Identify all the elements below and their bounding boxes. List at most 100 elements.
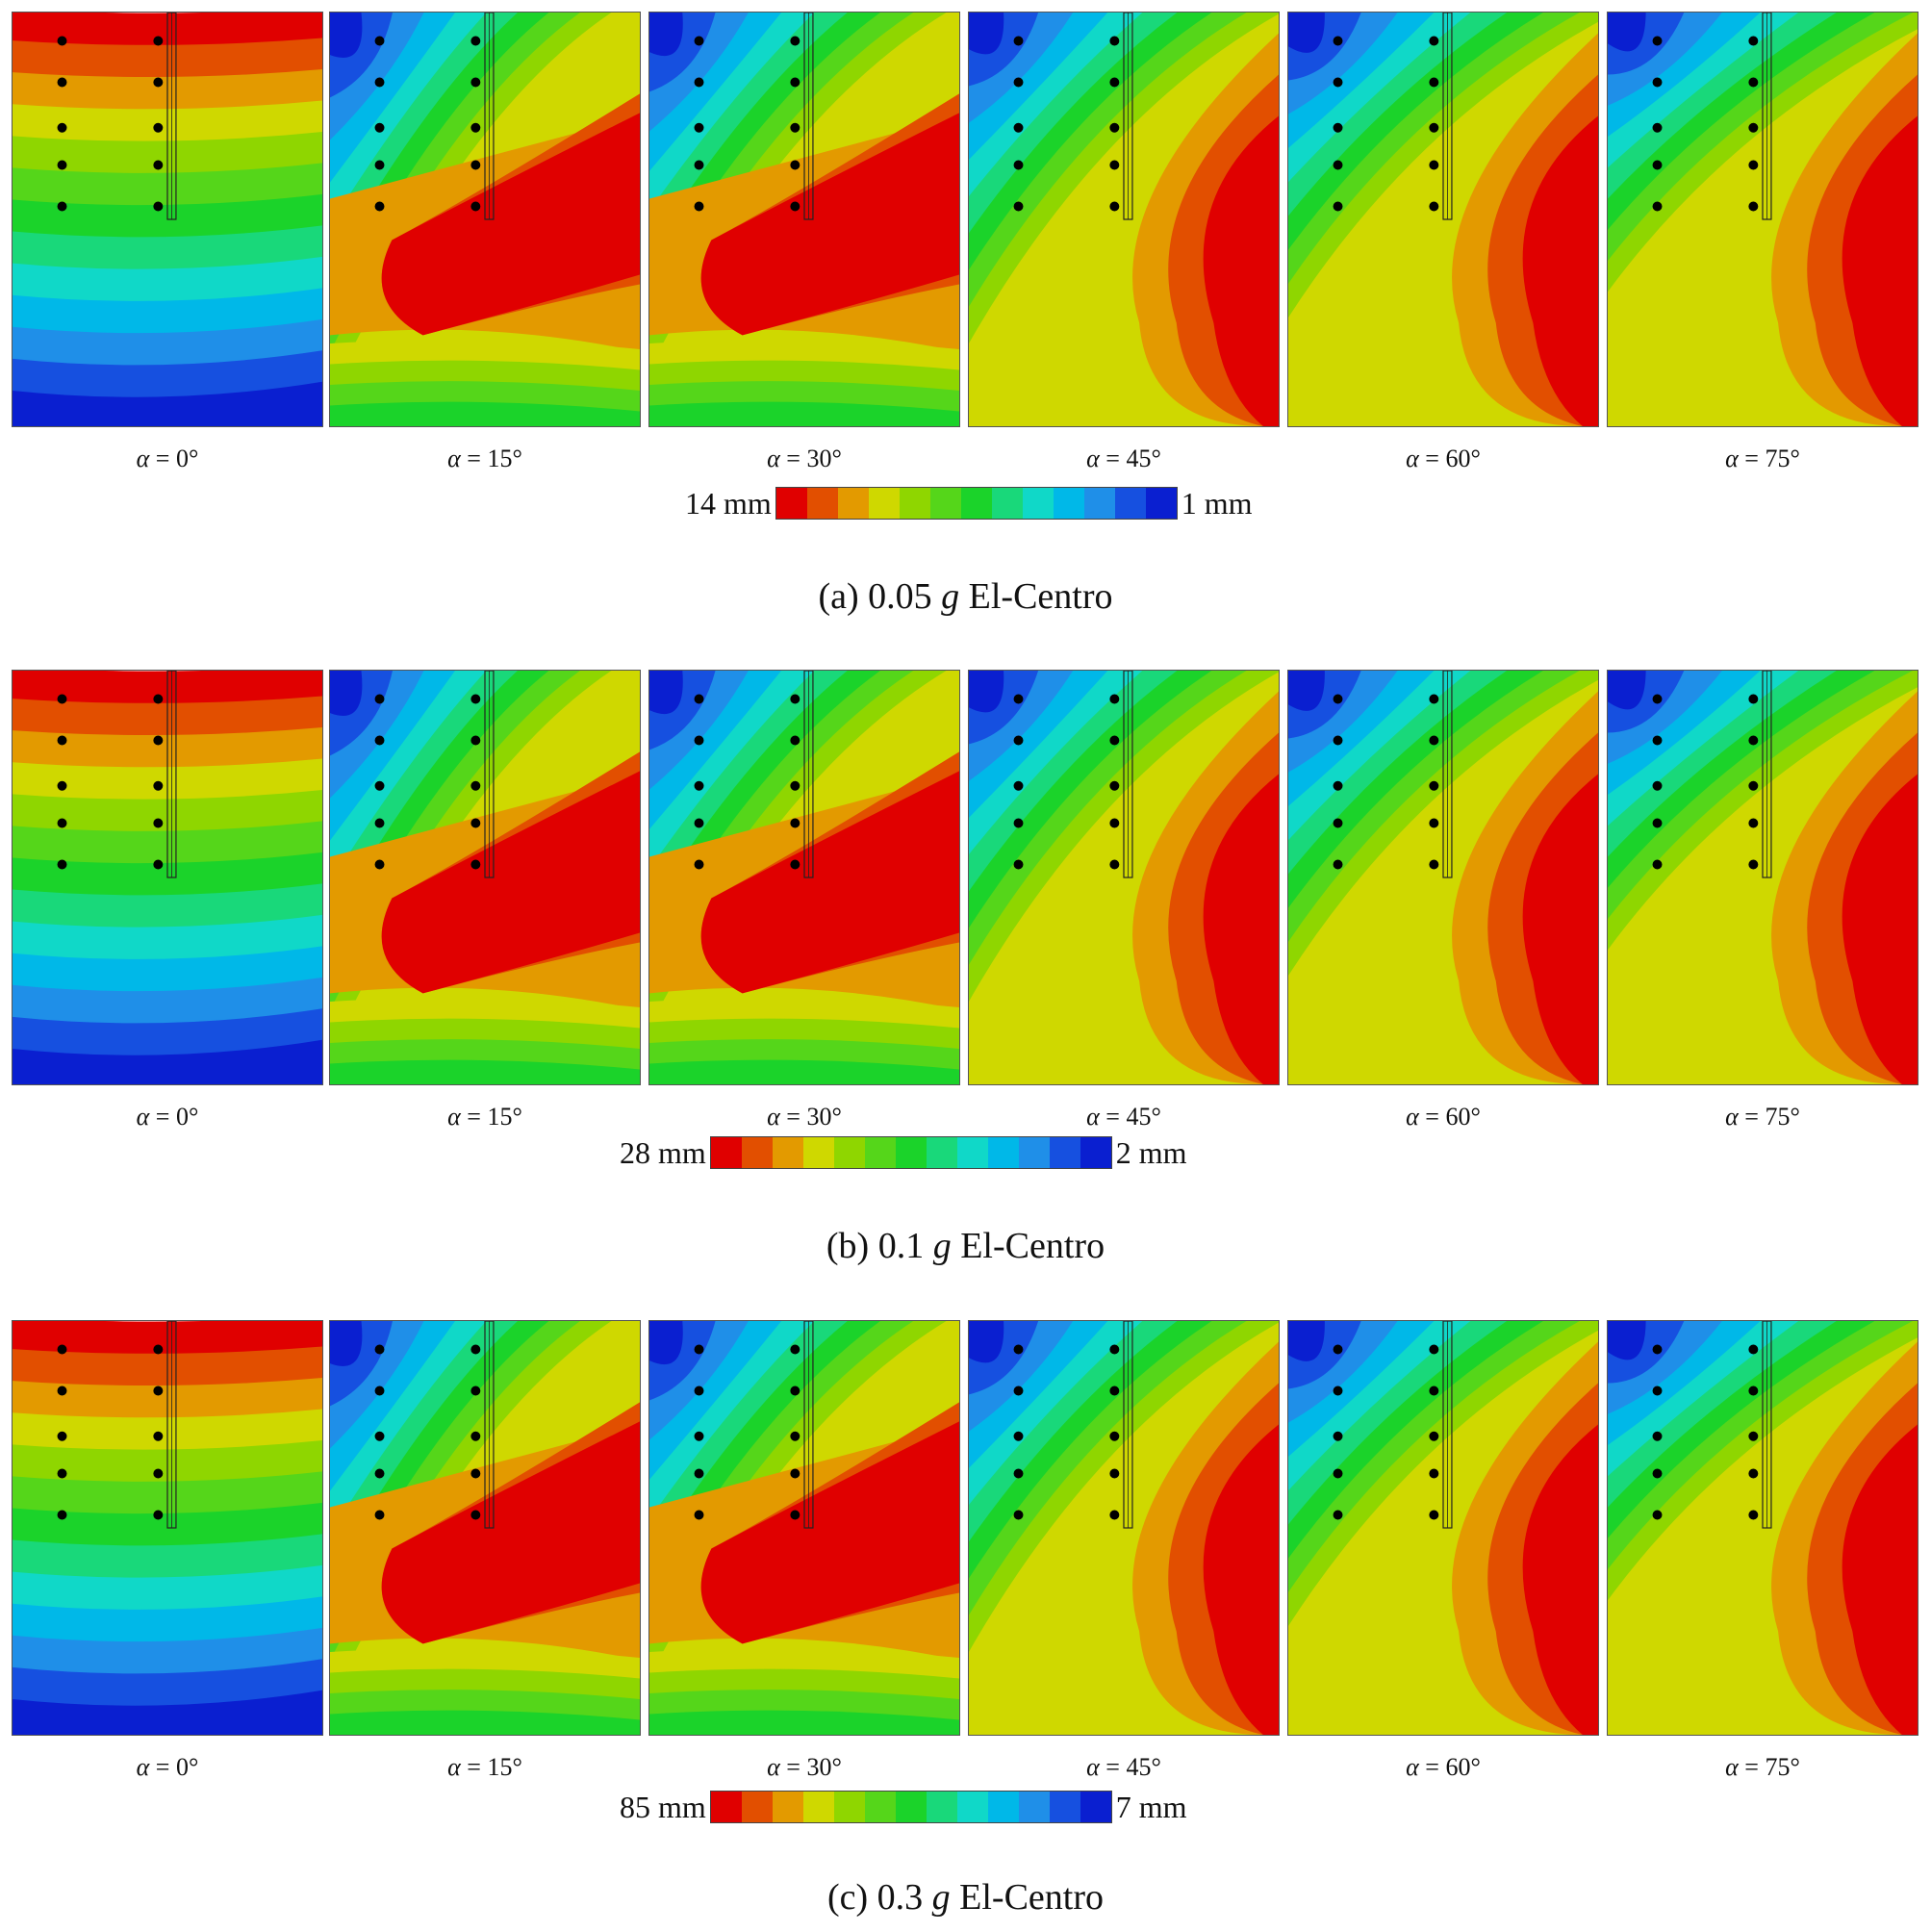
monitor-point [470,36,481,46]
contour-panel-3 [968,670,1280,1085]
monitor-point [1109,780,1120,791]
contour-panel-0 [12,670,323,1085]
monitor-point [153,818,164,828]
caption-b: (b) 0.1 g El-Centro [0,1225,1931,1267]
monitor-point [470,201,481,212]
monitor-point [1429,694,1439,704]
monitor-point [1748,780,1759,791]
monitor-point [790,1344,800,1355]
monitor-point [1652,859,1663,870]
legend-max-label: 28 mm [620,1134,706,1170]
contour-panel-2 [648,670,960,1085]
monitor-point [153,160,164,170]
monitor-point [57,1385,67,1396]
monitor-point [470,694,481,704]
angle-label: α = 45° [1086,1103,1161,1131]
monitor-point [1013,1385,1024,1396]
contour-panel-2 [648,12,960,427]
contour-plot [330,1321,640,1735]
monitor-point [57,36,67,46]
contour-panel-0 [12,1320,323,1736]
monitor-point [1333,36,1343,46]
monitor-point [470,780,481,791]
monitor-point [1109,859,1120,870]
caption-a: (a) 0.05 g El-Centro [0,575,1931,618]
monitor-point [1109,1431,1120,1441]
monitor-point [790,1468,800,1479]
monitor-point [57,1431,67,1441]
angle-label: α = 45° [1086,445,1161,472]
monitor-point [470,122,481,133]
legend-swatch [837,488,869,519]
angle-label: α = 30° [767,1753,842,1781]
contour-plot [1288,1321,1598,1735]
monitor-point [790,201,800,212]
monitor-point [57,1510,67,1520]
monitor-point [790,1385,800,1396]
monitor-point [1109,1344,1120,1355]
legend-swatch [1049,1137,1080,1168]
monitor-point [153,77,164,88]
legend-swatch [1083,488,1115,519]
contour-plot [649,1321,959,1735]
monitor-point [694,859,704,870]
angle-label: α = 15° [447,445,522,472]
monitor-point [1429,1510,1439,1520]
monitor-point [153,36,164,46]
legend-swatch [1018,1137,1050,1168]
monitor-point [1748,1510,1759,1520]
caption-prefix: (b) 0.1 [826,1226,933,1266]
monitor-point [1013,818,1024,828]
monitor-point [1109,1385,1120,1396]
monitor-point [694,1431,704,1441]
monitor-point [1748,859,1759,870]
monitor-point [1748,1431,1759,1441]
contour-panel-4 [1287,12,1599,427]
monitor-point [1333,694,1343,704]
monitor-point [1429,1344,1439,1355]
contour-band [1522,1424,1598,1735]
contour-panel-5 [1607,12,1918,427]
contour-plot [969,671,1279,1084]
angle-label: α = 0° [136,1753,199,1781]
monitor-point [790,122,800,133]
monitor-point [1109,36,1120,46]
monitor-point [1013,780,1024,791]
monitor-point [790,36,800,46]
monitor-point [1748,201,1759,212]
monitor-point [374,859,385,870]
contour-panel-5 [1607,670,1918,1085]
monitor-point [694,735,704,746]
monitor-point [374,1344,385,1355]
contour-panel-2 [648,1320,960,1736]
contour-band [1842,774,1918,1084]
monitor-point [470,77,481,88]
monitor-point [694,122,704,133]
contour-plot [13,13,322,426]
monitor-point [1429,1431,1439,1441]
monitor-point [57,694,67,704]
contour-band [13,381,322,426]
monitor-point [374,77,385,88]
monitor-point [374,1510,385,1520]
monitor-point [1333,1344,1343,1355]
monitor-point [1429,1468,1439,1479]
contour-panel-1 [329,1320,641,1736]
monitor-point [694,694,704,704]
monitor-point [1333,160,1343,170]
monitor-point [1748,1385,1759,1396]
monitor-point [1333,780,1343,791]
monitor-point [1748,1468,1759,1479]
legend-swatch [991,488,1023,519]
monitor-point [694,201,704,212]
legend-swatch [1080,1137,1111,1168]
legend-swatch [895,1792,927,1822]
monitor-point [1013,1344,1024,1355]
contour-band [330,401,640,426]
monitor-point [153,1468,164,1479]
contour-panel-5 [1607,1320,1918,1736]
contour-plot [1608,13,1918,426]
monitor-point [1333,859,1343,870]
monitor-point [374,1385,385,1396]
legend-swatch [1022,488,1054,519]
